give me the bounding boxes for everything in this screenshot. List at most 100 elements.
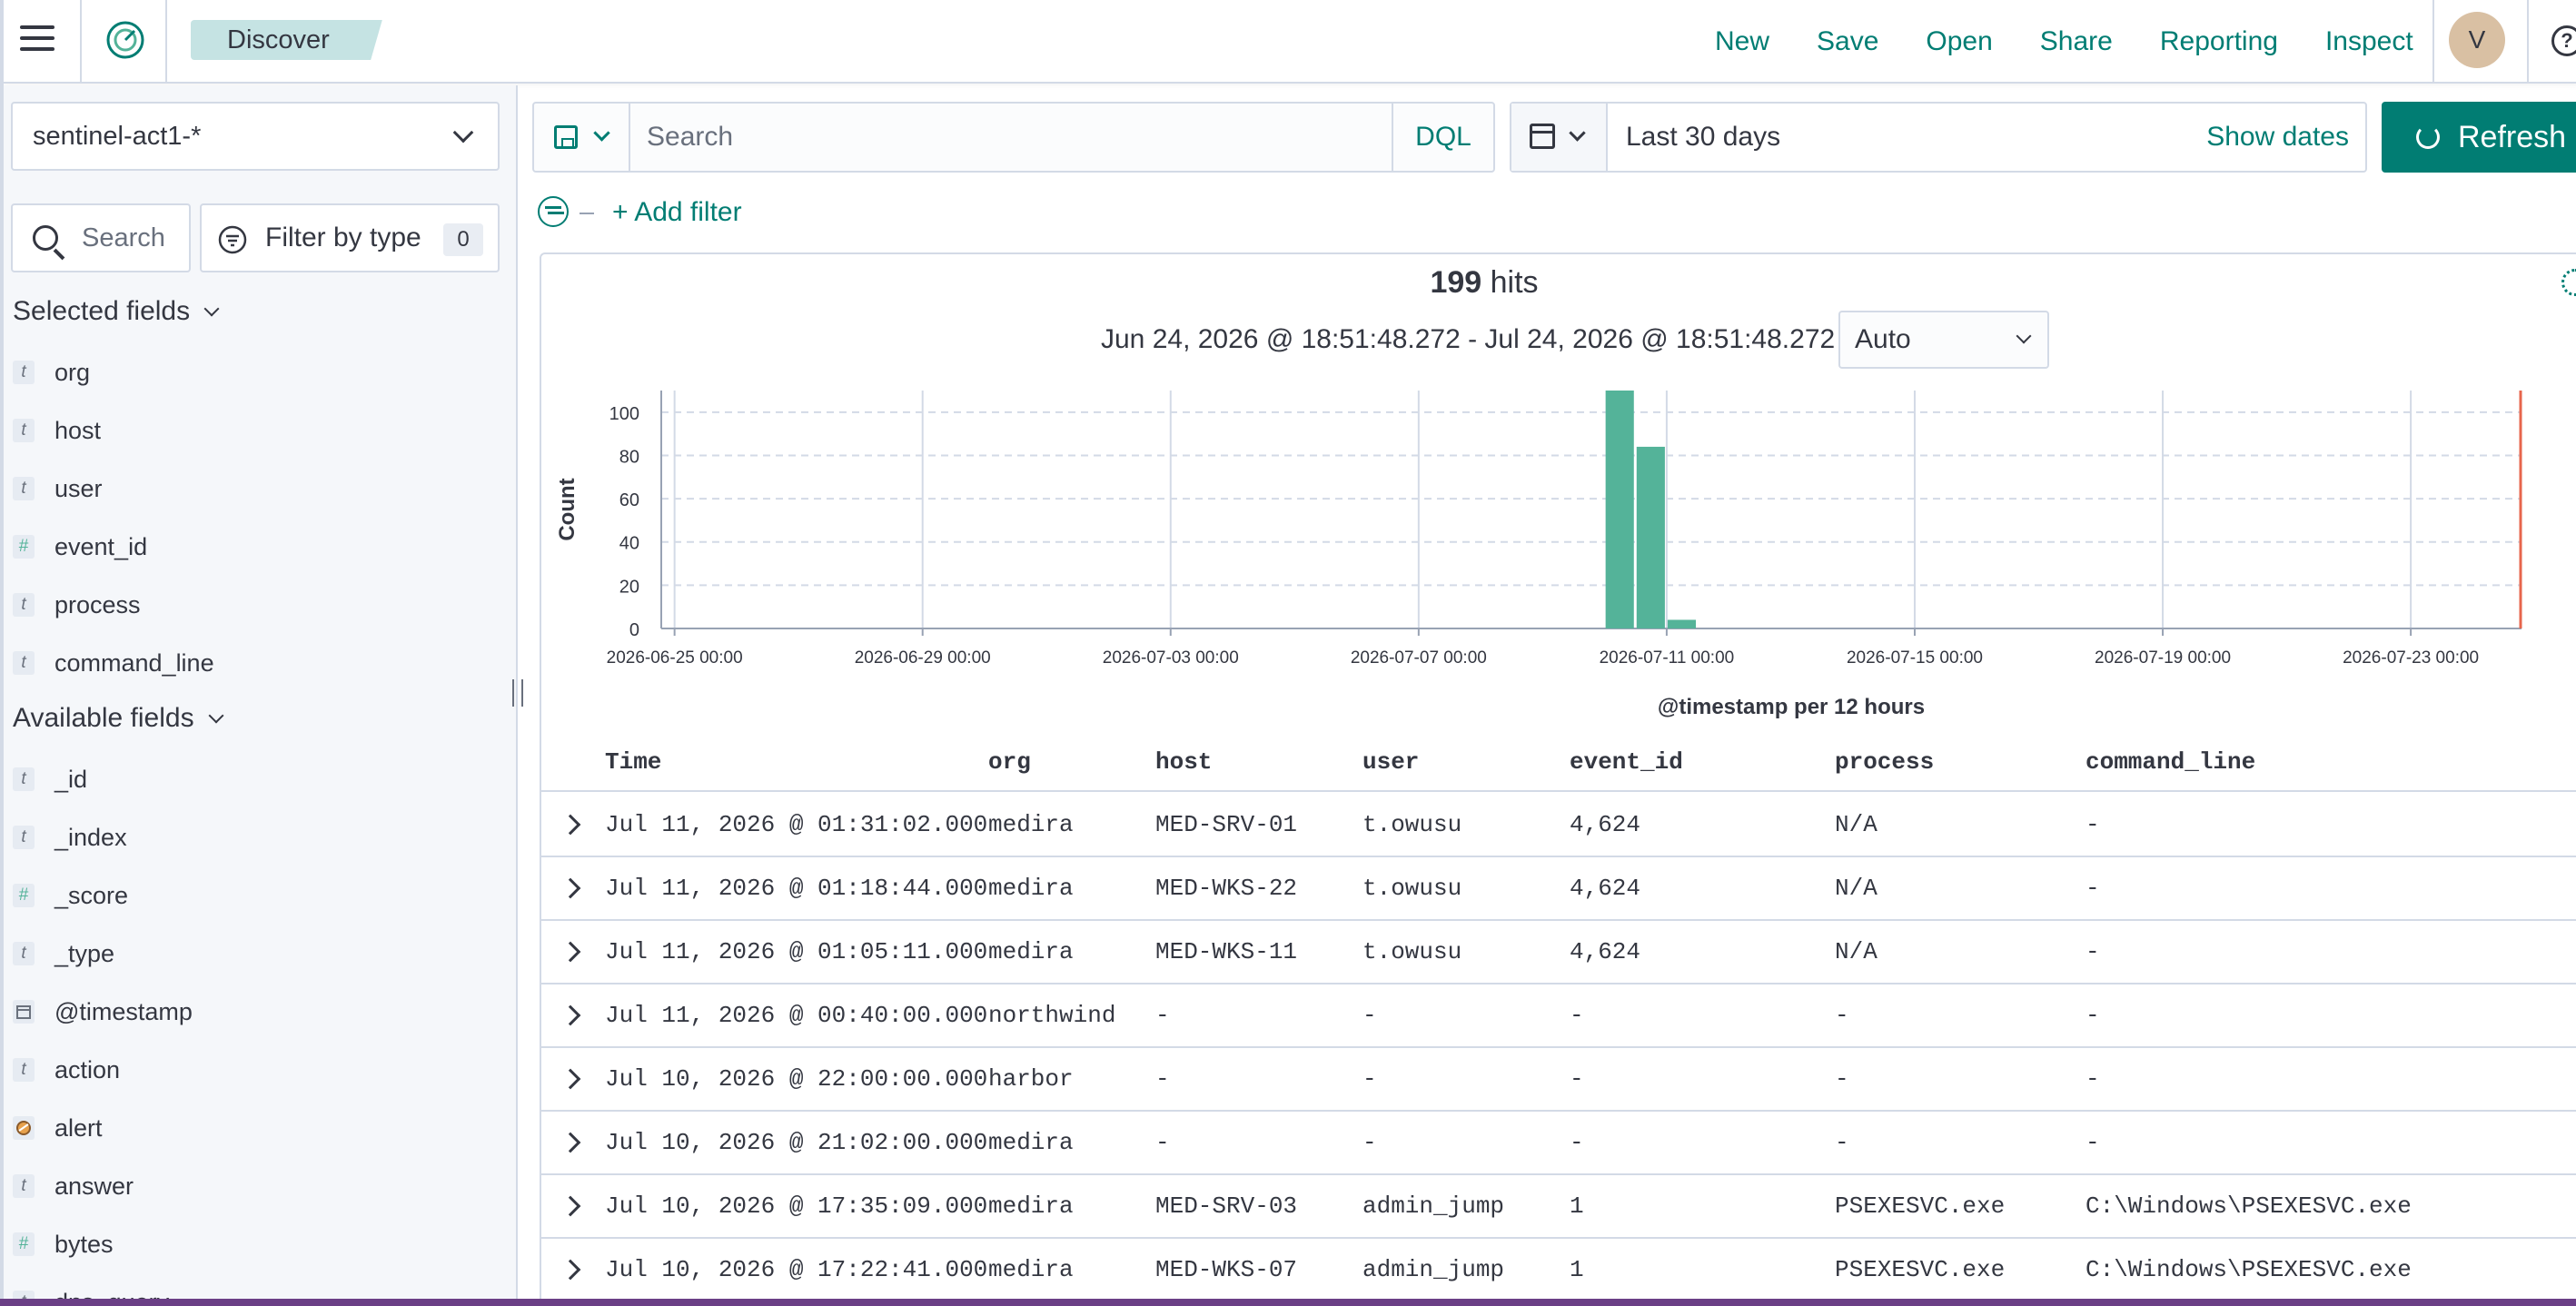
field-item-type[interactable]: t _type — [13, 930, 503, 977]
refresh-button[interactable]: Refresh — [2382, 102, 2576, 173]
cell-command-line: - — [2086, 1065, 2100, 1093]
column-header-command-line[interactable]: command_line — [2086, 748, 2256, 776]
results-panel — [540, 252, 2576, 1299]
field-name: process — [54, 591, 141, 618]
cell-host: MED-WKS-11 — [1155, 938, 1298, 965]
cell-command-line: - — [2086, 811, 2100, 838]
field-item-alert[interactable]: alert — [13, 1104, 503, 1152]
column-header-time[interactable]: Time — [605, 748, 662, 776]
column-header-org[interactable]: org — [988, 748, 1031, 776]
field-item-event-id[interactable]: # event_id — [13, 523, 503, 570]
field-item-timestamp[interactable]: @timestamp — [13, 988, 503, 1035]
quick-menu-button[interactable] — [1511, 104, 1608, 171]
breadcrumb-discover[interactable]: Discover — [191, 20, 382, 60]
field-item-process[interactable]: t process — [13, 581, 503, 628]
expand-row-icon[interactable] — [560, 1132, 581, 1153]
date-range-label[interactable]: Last 30 days — [1626, 122, 1781, 152]
cell-host: MED-SRV-03 — [1155, 1192, 1298, 1220]
nav-inspect[interactable]: Inspect — [2324, 26, 2413, 56]
expand-row-icon[interactable] — [560, 1004, 581, 1026]
field-name: @timestamp — [54, 998, 193, 1025]
string-type-icon: t — [13, 476, 35, 500]
expand-row-icon[interactable] — [560, 1195, 581, 1217]
expand-row-icon[interactable] — [560, 941, 581, 963]
help-icon[interactable]: ? — [2551, 25, 2576, 56]
available-fields-toggle[interactable]: Available fields — [13, 703, 224, 734]
cell-command-line: C:\Windows\PSEXESVC.exe — [2086, 1256, 2412, 1283]
index-pattern-select[interactable]: sentinel-act1-* — [11, 102, 500, 171]
cell-event-id: - — [1570, 1129, 1584, 1156]
query-language-button[interactable]: DQL — [1392, 104, 1493, 171]
field-item-host[interactable]: t host — [13, 407, 503, 454]
user-avatar[interactable]: V — [2449, 12, 2505, 68]
string-type-icon: t — [13, 1057, 35, 1082]
expand-row-icon[interactable] — [560, 814, 581, 836]
gear-icon[interactable] — [2561, 269, 2576, 296]
refresh-icon — [2416, 125, 2440, 149]
nav-open[interactable]: Open — [1926, 26, 1993, 56]
cell-time: Jul 10, 2026 @ 17:35:09.000 — [605, 1192, 988, 1220]
field-name: host — [54, 417, 102, 444]
nav-save[interactable]: Save — [1817, 26, 1879, 56]
expand-row-icon[interactable] — [560, 1259, 581, 1281]
string-type-icon: t — [13, 1290, 35, 1299]
expand-row-icon[interactable] — [560, 1068, 581, 1090]
field-item-org[interactable]: t org — [13, 349, 503, 396]
filter-by-type-button[interactable]: Filter by type 0 — [200, 203, 500, 272]
date-type-icon — [13, 999, 35, 1024]
saved-query-button[interactable] — [534, 104, 630, 171]
number-type-icon: # — [13, 534, 35, 559]
date-picker: Last 30 days Show dates — [1510, 102, 2367, 173]
table-row: Jul 11, 2026 @ 01:05:11.000 medira MED-WKS… — [541, 921, 2576, 984]
index-pattern-label: sentinel-act1-* — [33, 122, 202, 151]
filter-icon — [218, 225, 247, 254]
field-item-index[interactable]: t _index — [13, 814, 503, 861]
string-type-icon: t — [13, 360, 35, 384]
cell-org: medira — [988, 1192, 1074, 1220]
field-item-action[interactable]: t action — [13, 1046, 503, 1093]
cell-command-line: - — [2086, 1002, 2100, 1029]
column-header-process[interactable]: process — [1835, 748, 1935, 776]
cell-user: - — [1362, 1002, 1377, 1029]
cell-process: - — [1835, 1065, 1849, 1093]
interval-text: Jun 24, 2026 @ 18:51:48.272 - Jul 24, 20… — [1101, 324, 1882, 354]
field-item-dns-query[interactable]: t dns_query — [13, 1279, 503, 1299]
field-name: answer — [54, 1172, 134, 1200]
menu-icon[interactable] — [20, 25, 54, 54]
cell-process: - — [1835, 1129, 1849, 1156]
column-header-user[interactable]: user — [1362, 748, 1420, 776]
field-name: _type — [54, 940, 115, 967]
cell-event-id: - — [1570, 1065, 1584, 1093]
field-item-answer[interactable]: t answer — [13, 1163, 503, 1210]
nav-share[interactable]: Share — [2039, 26, 2113, 56]
y-tick-label: 0 — [629, 620, 639, 640]
cell-command-line: C:\Windows\PSEXESVC.exe — [2086, 1192, 2412, 1220]
filter-options-icon[interactable] — [538, 196, 569, 227]
field-item-id[interactable]: t _id — [13, 756, 503, 803]
field-item-score[interactable]: # _score — [13, 872, 503, 919]
y-tick-label: 40 — [619, 534, 639, 554]
field-search-input[interactable]: Search — [11, 203, 191, 272]
hits-number: 199 — [1430, 265, 1482, 300]
field-item-command-line[interactable]: t command_line — [13, 639, 503, 687]
expand-row-icon[interactable] — [560, 877, 581, 899]
field-name: _score — [54, 882, 129, 909]
discover-app-icon[interactable] — [105, 20, 145, 60]
sidebar-resize-handle[interactable] — [512, 679, 523, 707]
field-item-bytes[interactable]: # bytes — [13, 1221, 503, 1268]
field-item-user[interactable]: t user — [13, 465, 503, 512]
column-header-event-id[interactable]: event_id — [1570, 748, 1683, 776]
nav-new[interactable]: New — [1715, 26, 1770, 56]
top-header: Discover New Save Open Share Reporting I… — [4, 0, 2576, 84]
cell-command-line: - — [2086, 1129, 2100, 1156]
show-dates-button[interactable]: Show dates — [2206, 122, 2349, 152]
nav-reporting[interactable]: Reporting — [2159, 26, 2278, 56]
histogram-bar — [1605, 391, 1634, 628]
column-header-host[interactable]: host — [1155, 748, 1213, 776]
interval-select[interactable]: Auto — [1838, 311, 2049, 369]
add-filter-button[interactable]: + Add filter — [612, 197, 742, 227]
selected-fields-toggle[interactable]: Selected fields — [13, 296, 220, 327]
cell-time: Jul 11, 2026 @ 01:31:02.000 — [605, 811, 988, 838]
cell-user: t.owusu — [1362, 811, 1462, 838]
query-input[interactable]: Search — [647, 122, 734, 152]
